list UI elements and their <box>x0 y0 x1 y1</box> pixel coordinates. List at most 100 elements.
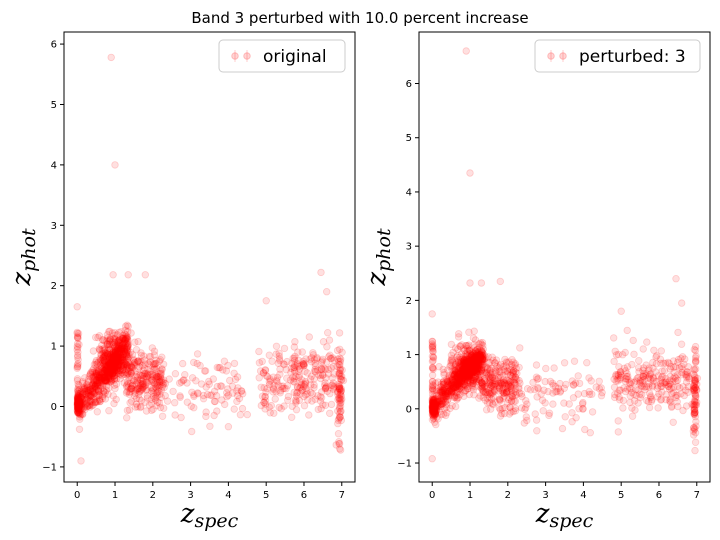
data-point <box>271 395 279 403</box>
data-point <box>317 268 325 277</box>
data-point <box>100 373 109 381</box>
data-point <box>107 355 115 363</box>
data-point <box>85 391 93 400</box>
data-point <box>466 356 474 365</box>
data-point <box>129 363 137 372</box>
data-point <box>643 338 651 346</box>
data-point <box>472 376 481 384</box>
data-point <box>106 350 115 359</box>
data-point <box>442 392 450 400</box>
data-point <box>193 350 202 358</box>
data-point <box>117 348 126 356</box>
data-point <box>106 371 114 379</box>
data-point <box>469 378 477 386</box>
data-point <box>74 383 82 392</box>
data-point <box>432 400 440 408</box>
data-point <box>451 383 459 392</box>
data-point <box>314 392 322 400</box>
data-point <box>335 384 343 393</box>
data-point <box>98 392 107 401</box>
data-point <box>497 379 505 388</box>
data-point <box>110 352 119 361</box>
data-point <box>104 359 113 367</box>
data-point <box>93 379 102 387</box>
data-point <box>112 353 121 361</box>
y-tick-label: 0 <box>406 404 412 415</box>
data-point <box>73 404 82 412</box>
data-point <box>103 370 112 378</box>
data-point <box>91 382 99 390</box>
data-point <box>335 405 344 413</box>
data-point <box>118 371 126 380</box>
data-point <box>302 391 310 399</box>
data-point <box>288 402 296 410</box>
data-point <box>151 365 159 374</box>
data-point <box>109 342 117 350</box>
data-point <box>626 380 634 388</box>
data-point <box>473 351 481 359</box>
data-point <box>90 368 98 376</box>
data-point <box>110 362 118 370</box>
x-tick-label: 6 <box>301 490 307 501</box>
data-point <box>261 366 269 374</box>
data-point <box>93 398 101 406</box>
data-point <box>100 372 109 381</box>
data-point <box>113 367 122 375</box>
data-point <box>580 389 589 398</box>
data-point <box>88 388 97 396</box>
data-point <box>99 380 107 388</box>
data-point <box>454 376 463 385</box>
data-point <box>446 404 454 413</box>
data-point <box>95 345 103 353</box>
data-point <box>623 326 631 335</box>
data-point <box>126 399 134 407</box>
data-point <box>106 353 114 362</box>
data-point <box>143 373 151 381</box>
data-point <box>275 352 283 360</box>
data-point <box>101 352 109 360</box>
data-point <box>280 360 289 369</box>
data-point <box>188 388 196 396</box>
data-point <box>298 348 306 356</box>
data-point <box>532 416 541 424</box>
data-point <box>89 387 97 396</box>
data-point <box>104 357 113 366</box>
data-point <box>111 356 119 364</box>
data-point <box>132 394 141 403</box>
data-point <box>109 369 117 377</box>
data-point <box>109 358 118 367</box>
data-point <box>114 341 122 349</box>
data-point <box>431 418 439 426</box>
data-point <box>273 377 281 386</box>
data-point <box>117 367 125 375</box>
data-point <box>105 360 113 368</box>
data-point <box>83 392 91 400</box>
data-point <box>335 370 343 378</box>
data-point <box>310 381 318 389</box>
data-point <box>460 380 468 389</box>
data-point <box>95 378 103 386</box>
data-point <box>74 401 83 410</box>
data-point <box>464 370 472 378</box>
data-point <box>213 382 221 391</box>
data-point <box>460 359 468 367</box>
data-point <box>337 372 345 381</box>
data-point <box>116 335 124 344</box>
scatter-points <box>73 53 348 465</box>
data-point <box>85 385 93 394</box>
data-point <box>106 353 114 362</box>
data-point <box>574 372 582 380</box>
data-point <box>102 362 110 370</box>
data-point <box>482 406 491 414</box>
data-point <box>107 361 116 369</box>
data-point <box>139 380 148 388</box>
data-point <box>114 363 122 371</box>
data-point <box>466 363 475 371</box>
data-point <box>301 377 310 386</box>
data-point <box>294 362 303 371</box>
data-point <box>230 405 238 413</box>
data-point <box>117 354 125 363</box>
data-point <box>112 346 121 355</box>
data-point <box>112 364 121 373</box>
